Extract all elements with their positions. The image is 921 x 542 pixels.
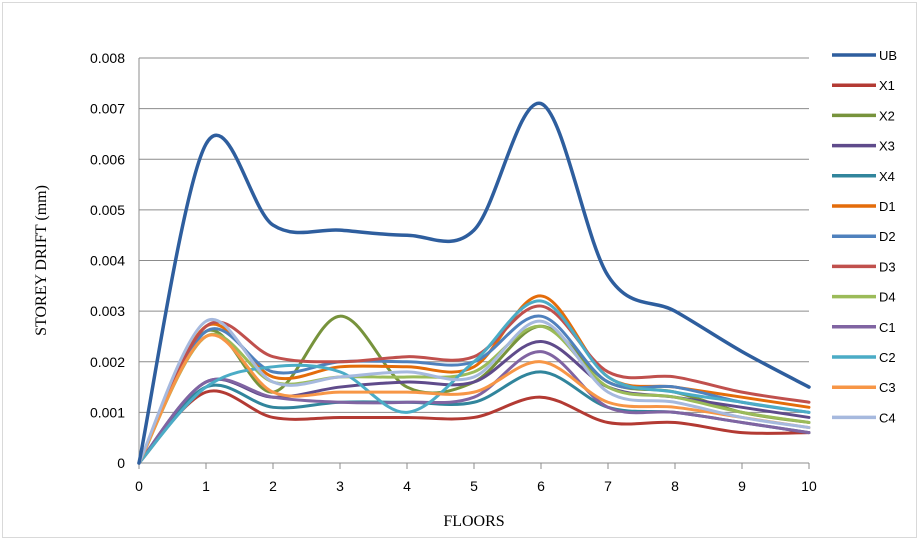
legend-label-d2: D2 bbox=[879, 229, 896, 244]
legend-label-x3: X3 bbox=[879, 139, 895, 154]
series-line-c3 bbox=[137, 333, 811, 465]
legend-label-c2: C2 bbox=[879, 350, 896, 365]
legend-label-ub: UB bbox=[879, 48, 897, 63]
y-tick-label: 0.008 bbox=[90, 50, 125, 66]
legend-label-x1: X1 bbox=[879, 78, 895, 93]
x-tick-label: 1 bbox=[202, 478, 210, 494]
x-axis-title: FLOORS bbox=[443, 513, 504, 530]
x-tick-label: 8 bbox=[671, 478, 679, 494]
legend-label-d4: D4 bbox=[879, 290, 896, 305]
axes bbox=[138, 58, 810, 469]
legend-label-c1: C1 bbox=[879, 320, 896, 335]
legend: UB X1 X2 X3 X4 D1 D2 D3 D4 C1 C2 C3 C4 bbox=[832, 48, 897, 425]
series-layer bbox=[137, 101, 811, 465]
series-line-x1 bbox=[137, 389, 811, 465]
legend-label-d3: D3 bbox=[879, 259, 896, 274]
legend-label-c4: C4 bbox=[879, 410, 896, 425]
x-tick-label: 0 bbox=[135, 478, 143, 494]
y-tick-label: 0.002 bbox=[90, 354, 125, 370]
grid-lines bbox=[139, 57, 809, 413]
x-tick-label: 10 bbox=[801, 478, 817, 494]
y-tick-label: 0.005 bbox=[90, 202, 125, 218]
y-tick-label: 0.004 bbox=[90, 253, 125, 269]
legend-label-x2: X2 bbox=[879, 108, 895, 123]
x-tick-label: 3 bbox=[336, 478, 344, 494]
series-line-c4 bbox=[137, 317, 811, 465]
x-tick-label: 4 bbox=[403, 478, 411, 494]
y-tick-label: 0.006 bbox=[90, 151, 125, 167]
series-line-ub bbox=[137, 101, 811, 465]
x-tick-label: 5 bbox=[470, 478, 478, 494]
y-tick-label: 0.007 bbox=[90, 101, 125, 117]
y-tick-label: 0 bbox=[117, 455, 125, 471]
legend-label-d1: D1 bbox=[879, 199, 896, 214]
x-tick-label: 9 bbox=[738, 478, 746, 494]
series-line-d1 bbox=[137, 294, 811, 465]
y-tick-label: 0.003 bbox=[90, 303, 125, 319]
legend-label-c3: C3 bbox=[879, 380, 896, 395]
series-line-x2 bbox=[137, 314, 811, 465]
x-tick-label: 2 bbox=[269, 478, 277, 494]
series-line-d4 bbox=[137, 324, 811, 465]
y-tick-label: 0.001 bbox=[90, 404, 125, 420]
legend-label-x4: X4 bbox=[879, 169, 895, 184]
series-line-d3 bbox=[137, 304, 811, 465]
series-line-c1 bbox=[137, 350, 811, 465]
x-tick-label: 6 bbox=[537, 478, 545, 494]
series-line-d2 bbox=[137, 314, 811, 465]
tick-labels: 0 0.001 0.002 0.003 0.004 0.005 0.006 0.007 0.00… bbox=[90, 50, 817, 494]
x-tick-label: 7 bbox=[604, 478, 612, 494]
y-axis-title: STOREY DRIFT (mm) bbox=[33, 185, 50, 336]
